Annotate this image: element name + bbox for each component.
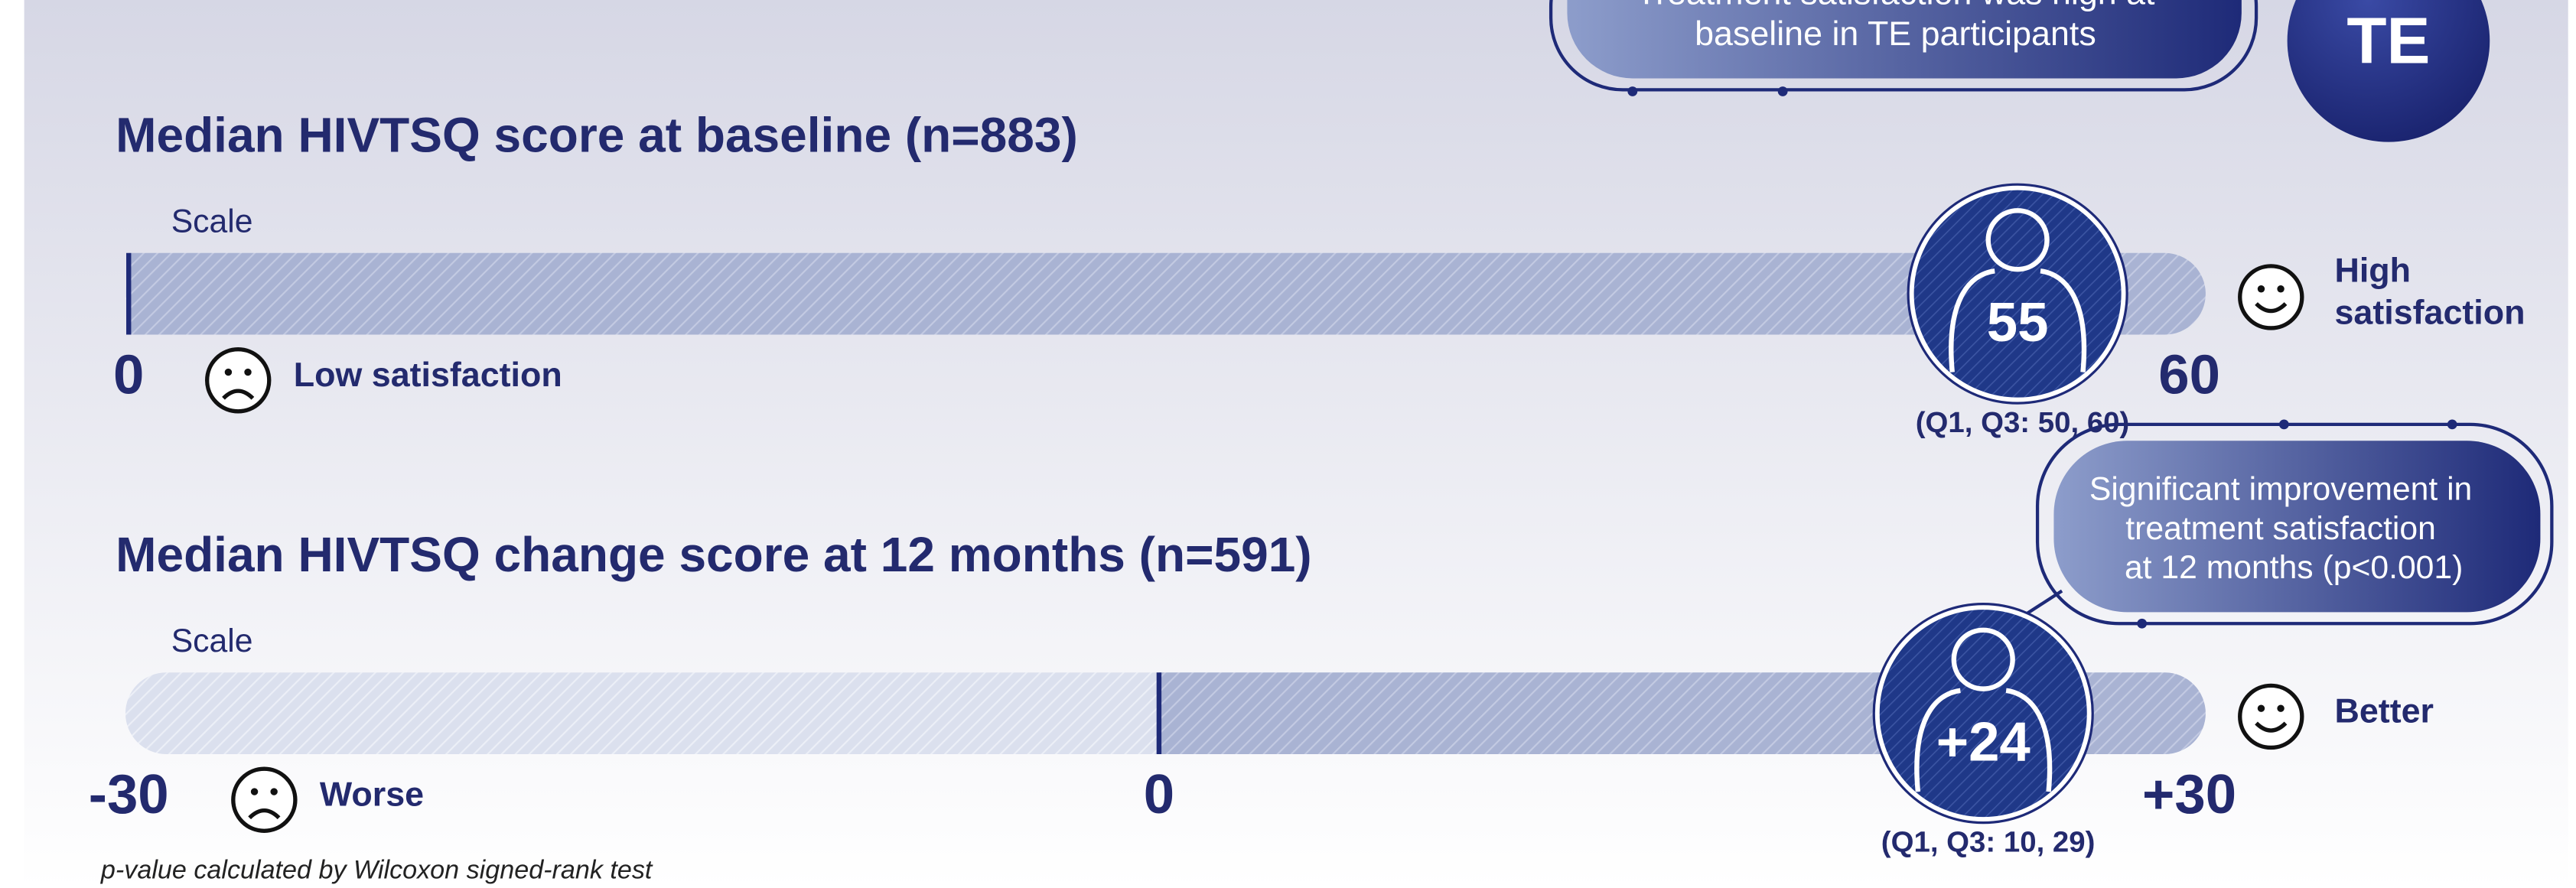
high-label: High: [2335, 251, 2412, 289]
callout-text: baseline in TE participants: [1695, 15, 2096, 53]
person-body: [1914, 688, 2053, 792]
person-body: [1949, 268, 2087, 372]
face: [2238, 264, 2304, 330]
eye: [244, 368, 252, 376]
callout-outline: [1549, 0, 2258, 92]
low-label: Worse: [320, 775, 424, 813]
callout: [2053, 441, 2541, 613]
person-head: [1985, 208, 2050, 272]
scale-bar-positive: [129, 252, 2206, 335]
tick-label: -30: [89, 763, 169, 825]
face: [204, 347, 272, 414]
mouth: [2255, 721, 2288, 733]
badge: [2287, 0, 2490, 142]
dot: [2447, 419, 2457, 430]
eye: [2277, 285, 2285, 293]
mouth: [222, 389, 255, 400]
mouth: [2255, 301, 2288, 314]
callout: [1567, 0, 2242, 79]
badge-text: TE: [2346, 5, 2430, 77]
eye: [2277, 704, 2285, 712]
eye: [250, 788, 259, 795]
dot: [2278, 419, 2289, 430]
face: [2238, 683, 2304, 750]
scale-label: Scale: [171, 203, 253, 240]
scale-label: Scale: [171, 623, 253, 659]
callout-text: Significant improvement in: [2089, 471, 2472, 508]
tick-label: 60: [2158, 343, 2220, 405]
panel-title: Median HIVTSQ score at baseline (n=883): [116, 107, 1078, 162]
callout-text: treatment satisfaction: [2125, 510, 2436, 547]
marker-edge: [1872, 603, 2094, 825]
footnote: p-value calculated by Wilcoxon signed-ra…: [100, 856, 653, 885]
marker-ring: [1874, 604, 2092, 822]
dot: [1627, 86, 1638, 96]
median-marker: [1907, 183, 2128, 405]
dot: [1777, 86, 1788, 96]
eye: [2257, 704, 2265, 712]
eye: [270, 788, 278, 795]
high-label: Better: [2335, 691, 2434, 730]
tick-label: 0: [113, 343, 144, 405]
panels: Median HIVTSQ score at baseline (n=883) S…: [89, 107, 2526, 858]
median-label: 55: [1987, 291, 2049, 353]
face: [231, 766, 298, 833]
eye: [2257, 285, 2265, 293]
callout-outline: [2035, 422, 2554, 626]
callout-text: at 12 months (p<0.001): [2125, 549, 2463, 586]
low-label: Low satisfaction: [294, 356, 562, 394]
iqr-label: (Q1, Q3: 50, 60): [1916, 406, 2130, 439]
high-label: satisfaction: [2335, 294, 2526, 332]
callout-text: Treatment satisfaction was high at: [1636, 0, 2155, 11]
marker-ring: [1909, 185, 2127, 403]
marker-edge: [1907, 183, 2128, 405]
eye: [224, 368, 233, 376]
dot: [2137, 618, 2148, 629]
tick-label: +30: [2142, 763, 2236, 825]
median-marker: [1872, 603, 2094, 825]
iqr-label: (Q1, Q3: 10, 29): [1881, 826, 2096, 859]
tick-label: 0: [1144, 763, 1174, 825]
panel-title: Median HIVTSQ change score at 12 months …: [116, 527, 1311, 582]
person-head: [1951, 627, 2015, 691]
median-label: +24: [1936, 711, 2031, 773]
mouth: [248, 808, 281, 820]
